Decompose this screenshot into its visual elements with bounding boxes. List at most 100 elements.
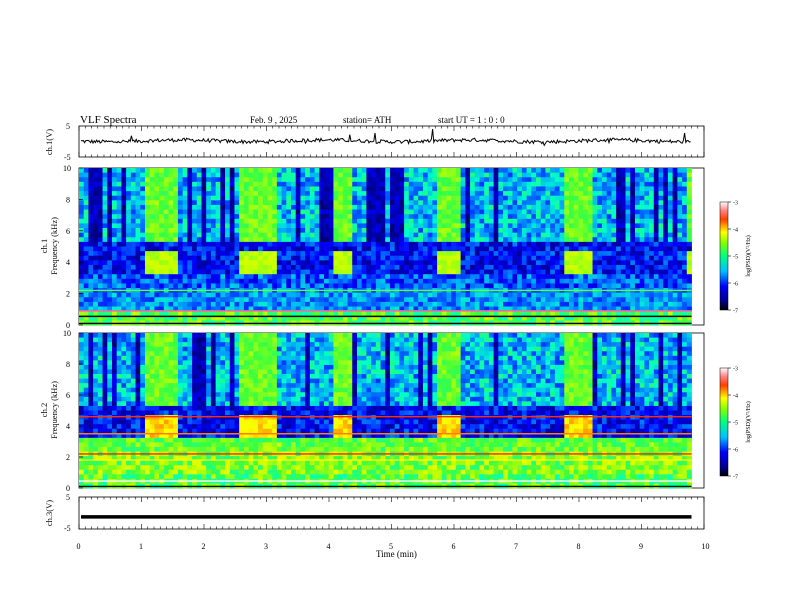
spectrogram-cell xyxy=(625,311,631,317)
spectrogram-cell xyxy=(262,311,268,317)
spectrogram-cell xyxy=(507,200,513,206)
spectrogram-cell xyxy=(667,181,674,187)
spectrogram-cell xyxy=(578,297,584,303)
spectrogram-cell xyxy=(474,283,480,289)
spectrogram-cell xyxy=(126,218,132,224)
spectrogram-cell xyxy=(488,246,495,252)
spectrogram-cell xyxy=(375,232,381,238)
spectrogram-cell xyxy=(102,465,108,471)
spectrogram-cell xyxy=(177,237,184,243)
spectrogram-cell xyxy=(385,274,391,280)
spectrogram-cell xyxy=(540,237,546,243)
spectrogram-cell xyxy=(512,241,518,247)
spectrogram-cell xyxy=(498,269,504,275)
spectrogram-cell xyxy=(154,264,160,270)
spectrogram-cell xyxy=(291,214,297,220)
spectrogram-cell xyxy=(686,200,692,206)
spectrogram-cell xyxy=(427,168,433,174)
spectrogram-cell xyxy=(630,251,636,257)
spectrogram-cell xyxy=(427,241,433,247)
spectrogram-cell xyxy=(111,204,118,210)
spectrogram-cell xyxy=(653,214,659,220)
spectrogram-cell xyxy=(140,260,146,266)
spectrogram-cell xyxy=(545,301,551,307)
spectrogram-cell xyxy=(389,311,396,317)
y-tick-label: 8 xyxy=(66,195,70,204)
spectrogram-cell xyxy=(460,301,466,307)
spectrogram-cell xyxy=(159,292,165,298)
spectrogram-cell xyxy=(107,433,113,439)
spectrogram-cell xyxy=(79,337,85,343)
spectrogram-cell xyxy=(338,214,344,220)
spectrogram-cell xyxy=(342,200,348,206)
spectrogram-cell xyxy=(149,191,155,197)
spectrogram-cell xyxy=(281,241,287,247)
spectrogram-cell xyxy=(573,181,579,187)
spectrogram-cell xyxy=(267,269,273,275)
spectrogram-cell xyxy=(653,218,659,224)
spectrogram-cell xyxy=(116,297,122,303)
spectrogram-cell xyxy=(144,315,151,321)
spectrogram-cell xyxy=(239,260,245,266)
spectrogram-cell xyxy=(644,172,650,178)
spectrogram-cell xyxy=(427,195,433,201)
spectrogram-cell xyxy=(611,292,617,298)
spectrogram-cell xyxy=(667,278,674,284)
spectrogram-cell xyxy=(121,342,127,348)
spectrogram-cell xyxy=(460,191,466,197)
spectrogram-cell xyxy=(267,301,273,307)
spectrogram-cell xyxy=(399,181,405,187)
spectrogram-cell xyxy=(389,241,396,247)
spectrogram-cell xyxy=(347,214,353,220)
spectrogram-cell xyxy=(295,237,301,243)
spectrogram-cell xyxy=(168,172,174,178)
spectrogram-cell xyxy=(677,306,683,312)
spectrogram-cell xyxy=(658,228,664,234)
spectrogram-cell xyxy=(658,214,664,220)
spectrogram-cell xyxy=(111,251,118,257)
spectrogram-cell xyxy=(248,186,254,192)
spectrogram-cell xyxy=(140,237,146,243)
spectrogram-cell xyxy=(573,292,579,298)
spectrogram-cell xyxy=(380,168,386,174)
spectrogram-cell xyxy=(300,269,306,275)
spectrogram-cell xyxy=(653,292,659,298)
spectrogram-cell xyxy=(470,306,476,312)
spectrogram-cell xyxy=(324,195,330,201)
spectrogram-cell xyxy=(399,260,405,266)
spectrogram-cell xyxy=(319,237,325,243)
spectrogram-cell xyxy=(300,172,306,178)
spectrogram-cell xyxy=(229,172,235,178)
spectrogram-cell xyxy=(97,237,103,243)
spectrogram-cell xyxy=(427,278,433,284)
spectrogram-cell xyxy=(517,214,523,220)
spectrogram-cell xyxy=(291,195,297,201)
spectrogram-cell xyxy=(328,228,334,234)
spectrogram-cell xyxy=(488,264,495,270)
spectrogram-cell xyxy=(83,428,89,434)
spectrogram-cell xyxy=(206,237,212,243)
spectrogram-cell xyxy=(107,460,113,466)
spectrogram-cell xyxy=(526,297,532,303)
spectrogram-cell xyxy=(361,228,367,234)
spectrogram-cell xyxy=(201,292,207,298)
spectrogram-cell xyxy=(239,301,245,307)
spectrogram-cell xyxy=(611,269,617,275)
spectrogram-cell xyxy=(121,204,127,210)
spectrogram-cell xyxy=(286,172,292,178)
spectrogram-cell xyxy=(79,351,85,357)
spectrogram-cell xyxy=(644,191,650,197)
spectrogram-cell xyxy=(97,283,103,289)
spectrogram-cell xyxy=(517,209,523,215)
spectrogram-cell xyxy=(597,195,603,201)
spectrogram-cell xyxy=(634,251,641,257)
spectrogram-cell xyxy=(479,251,485,257)
spectrogram-cell xyxy=(559,181,565,187)
spectrogram-cell xyxy=(234,214,240,220)
spectrogram-cell xyxy=(229,168,235,174)
spectrogram-cell xyxy=(215,214,221,220)
spectrogram-cell xyxy=(300,186,306,192)
spectrogram-cell xyxy=(559,255,565,261)
spectrogram-cell xyxy=(531,251,537,257)
spectrogram-cell xyxy=(371,168,377,174)
